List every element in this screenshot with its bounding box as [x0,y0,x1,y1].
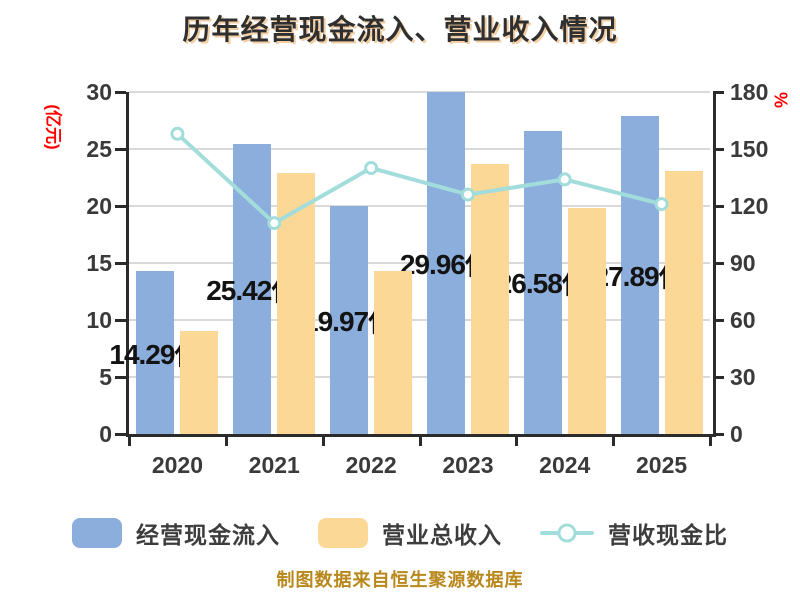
gridline-30 [129,91,710,93]
plot-canvas: 14.29亿 25.42亿 19.97亿 29.96亿 26.58亿 27.89亿 [109,91,710,434]
right-axis-label-180: 180 [730,79,769,105]
legend-label-total-revenue: 营业总收入 [382,522,502,548]
x-axis-tick-3 [418,437,422,446]
bar-total-revenue-2023 [470,163,509,434]
right-axis-label-90: 90 [730,250,756,276]
bar-cash-inflow-2025 [620,116,659,434]
left-axis-tick-15 [115,262,126,265]
x-axis-label-2023: 2023 [442,452,494,478]
left-axis-tick-5 [115,376,126,379]
right-axis-label-150: 150 [730,136,769,162]
bar-total-revenue-2022 [374,270,413,434]
ratio-line [176,132,663,226]
right-axis-tick-30 [713,376,724,379]
legend-label-cash-inflow: 经营现金流入 [136,522,280,548]
left-axis-label-15: 15 [86,250,112,276]
left-axis-label-25: 25 [86,136,112,162]
orange-bar-swatch-icon [318,518,368,548]
x-axis-label-2024: 2024 [539,452,591,478]
x-axis-tick-0 [128,437,131,446]
left-axis-tick-30 [115,91,126,94]
left-axis-label-10: 10 [86,307,112,333]
ratio-line-chart [170,126,669,231]
x-axis-label-2022: 2022 [345,452,397,478]
left-axis-label-0: 0 [99,421,112,447]
gridline-5 [129,376,710,378]
left-axis-tick-0 [115,433,126,436]
gridline-10 [129,319,710,321]
line-marker-2022 [364,161,379,175]
legend: 经营现金流入 营业总收入 营收现金比 [0,512,800,554]
plot-area: 14.29亿 25.42亿 19.97亿 29.96亿 26.58亿 27.89亿 [109,91,716,437]
left-axis-tick-20 [115,205,126,208]
x-axis-label-2020: 2020 [151,452,203,478]
x-axis-tick-1 [224,437,228,446]
right-axis-tick-120 [713,205,724,208]
gridline-25 [129,148,710,150]
chart-title: 历年经营现金流入、营业收入情况 [182,14,618,45]
left-axis-label-30: 30 [86,79,112,105]
gridline-20 [129,205,710,207]
x-axis-tick-4 [515,437,519,446]
x-axis-tick-5 [612,437,616,446]
right-axis-label-120: 120 [730,193,769,219]
line-marker-2024 [557,172,572,187]
left-axis-tick-10 [115,319,126,322]
x-axis-tick-2 [321,437,325,446]
x-axis-label-2025: 2025 [635,452,688,478]
legend-item-total-revenue[interactable]: 营业总收入 [318,516,502,550]
line-marker-2021 [267,216,282,231]
legend-item-cash-inflow[interactable]: 经营现金流入 [72,516,280,550]
left-axis-tick-25 [115,148,126,151]
gridline-15 [129,262,710,264]
left-axis-label-5: 5 [99,364,112,390]
legend-item-cash-ratio[interactable]: 营收现金比 [540,516,728,550]
line-marker-dot-icon [557,523,577,543]
line-marker-swatch-icon [540,523,594,543]
right-axis-label-30: 30 [730,364,756,390]
line-marker-2025 [654,197,669,212]
bar-cash-inflow-2022 [330,206,369,434]
x-axis-tick-6 [709,437,712,446]
right-axis-unit-label: % [770,91,791,109]
right-axis-label-60: 60 [730,307,756,333]
right-axis-label-0: 0 [730,421,743,447]
bar-cash-inflow-2020 [136,271,175,434]
right-axis-tick-0 [713,433,724,436]
bar-total-revenue-2025 [664,170,703,434]
blue-bar-swatch-icon [72,518,122,548]
x-axis-label-2021: 2021 [248,452,300,478]
legend-label-cash-ratio: 营收现金比 [608,522,728,548]
bar-cash-inflow-2023 [426,92,465,434]
line-marker-2020 [170,126,185,141]
right-axis-tick-150 [713,148,724,151]
right-axis-tick-60 [713,319,724,322]
bar-total-revenue-2020 [180,331,219,434]
left-axis-label-20: 20 [86,193,112,219]
right-axis-tick-180 [713,91,724,94]
line-marker-2023 [460,187,475,202]
bar-total-revenue-2024 [567,208,606,434]
data-source-note: 制图数据来自恒生聚源数据库 [276,570,524,590]
right-axis-tick-90 [713,262,724,265]
